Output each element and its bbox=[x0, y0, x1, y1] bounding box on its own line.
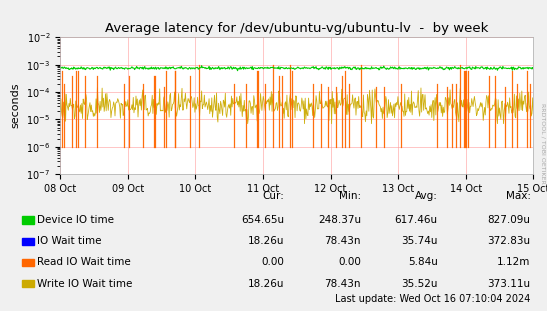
Title: Average latency for /dev/ubuntu-vg/ubuntu-lv  -  by week: Average latency for /dev/ubuntu-vg/ubunt… bbox=[105, 22, 488, 35]
Text: Device IO time: Device IO time bbox=[37, 215, 114, 225]
Text: 827.09u: 827.09u bbox=[487, 215, 531, 225]
Text: Read IO Wait time: Read IO Wait time bbox=[37, 258, 131, 267]
Text: Cur:: Cur: bbox=[263, 191, 284, 201]
Text: 248.37u: 248.37u bbox=[318, 215, 361, 225]
Text: 617.46u: 617.46u bbox=[394, 215, 438, 225]
Text: Last update: Wed Oct 16 07:10:04 2024: Last update: Wed Oct 16 07:10:04 2024 bbox=[335, 294, 531, 304]
Text: 18.26u: 18.26u bbox=[248, 236, 284, 246]
Text: 35.52u: 35.52u bbox=[401, 279, 438, 289]
Text: Max:: Max: bbox=[505, 191, 531, 201]
Text: 78.43n: 78.43n bbox=[324, 236, 361, 246]
Text: 18.26u: 18.26u bbox=[248, 279, 284, 289]
Text: 654.65u: 654.65u bbox=[241, 215, 284, 225]
Text: 78.43n: 78.43n bbox=[324, 279, 361, 289]
Y-axis label: seconds: seconds bbox=[11, 83, 21, 128]
Text: Avg:: Avg: bbox=[415, 191, 438, 201]
Text: RRDTOOL / TOBI OETIKER: RRDTOOL / TOBI OETIKER bbox=[541, 103, 546, 183]
Text: 372.83u: 372.83u bbox=[487, 236, 531, 246]
Text: 373.11u: 373.11u bbox=[487, 279, 531, 289]
Text: 5.84u: 5.84u bbox=[408, 258, 438, 267]
Text: 0.00: 0.00 bbox=[261, 258, 284, 267]
Text: Min:: Min: bbox=[339, 191, 361, 201]
Text: 35.74u: 35.74u bbox=[401, 236, 438, 246]
Text: 0.00: 0.00 bbox=[338, 258, 361, 267]
Text: Write IO Wait time: Write IO Wait time bbox=[37, 279, 132, 289]
Text: IO Wait time: IO Wait time bbox=[37, 236, 102, 246]
Text: 1.12m: 1.12m bbox=[497, 258, 531, 267]
